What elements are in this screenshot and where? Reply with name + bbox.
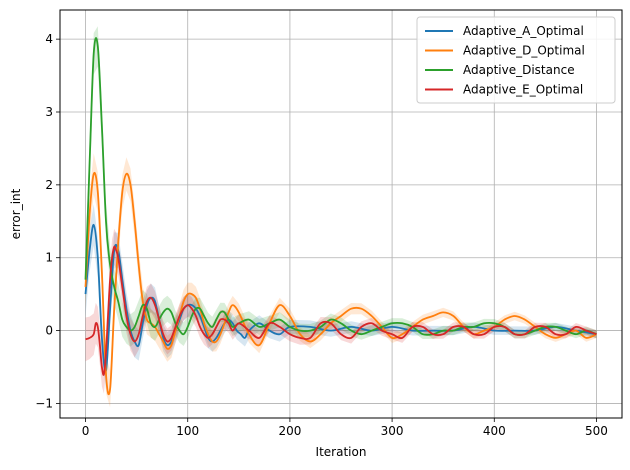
x-tick-label: 0 bbox=[82, 424, 90, 438]
y-tick-label: 1 bbox=[45, 251, 53, 265]
series-lines bbox=[84, 37, 597, 396]
x-tick-label: 500 bbox=[585, 424, 608, 438]
series-line bbox=[84, 37, 597, 336]
series-line bbox=[84, 223, 597, 373]
y-tick-label: 4 bbox=[45, 32, 53, 46]
legend-box bbox=[416, 16, 616, 104]
x-axis-ticks: 0 100 200 300 400 500 bbox=[82, 418, 608, 438]
x-tick-label: 300 bbox=[381, 424, 404, 438]
y-axis-label: error_int bbox=[9, 188, 23, 239]
y-tick-label: −1 bbox=[35, 396, 53, 410]
series-line bbox=[84, 172, 597, 396]
legend-label: Adaptive_D_Optimal bbox=[463, 44, 585, 58]
legend-label: Adaptive_Distance bbox=[463, 63, 575, 77]
legend-label: Adaptive_E_Optimal bbox=[463, 83, 583, 97]
y-tick-label: 3 bbox=[45, 105, 53, 119]
plot-frame bbox=[59, 9, 623, 419]
confidence-band bbox=[85, 153, 597, 408]
y-tick-label: 0 bbox=[45, 324, 53, 338]
x-tick-label: 100 bbox=[176, 424, 199, 438]
confidence-band bbox=[85, 204, 597, 390]
legend-label: Adaptive_A_Optimal bbox=[463, 24, 584, 38]
legend: Adaptive_A_Optimal Adaptive_D_Optimal Adap… bbox=[416, 16, 616, 104]
y-tick-label: 2 bbox=[45, 178, 53, 192]
x-axis-label: Iteration bbox=[316, 445, 367, 459]
confidence-bands bbox=[85, 26, 597, 408]
confidence-band bbox=[85, 228, 597, 394]
x-tick-label: 400 bbox=[483, 424, 506, 438]
confidence-band bbox=[85, 26, 597, 347]
x-tick-label: 200 bbox=[278, 424, 301, 438]
y-axis-ticks: −1 0 1 2 3 4 bbox=[35, 32, 60, 410]
series-line bbox=[85, 245, 597, 376]
